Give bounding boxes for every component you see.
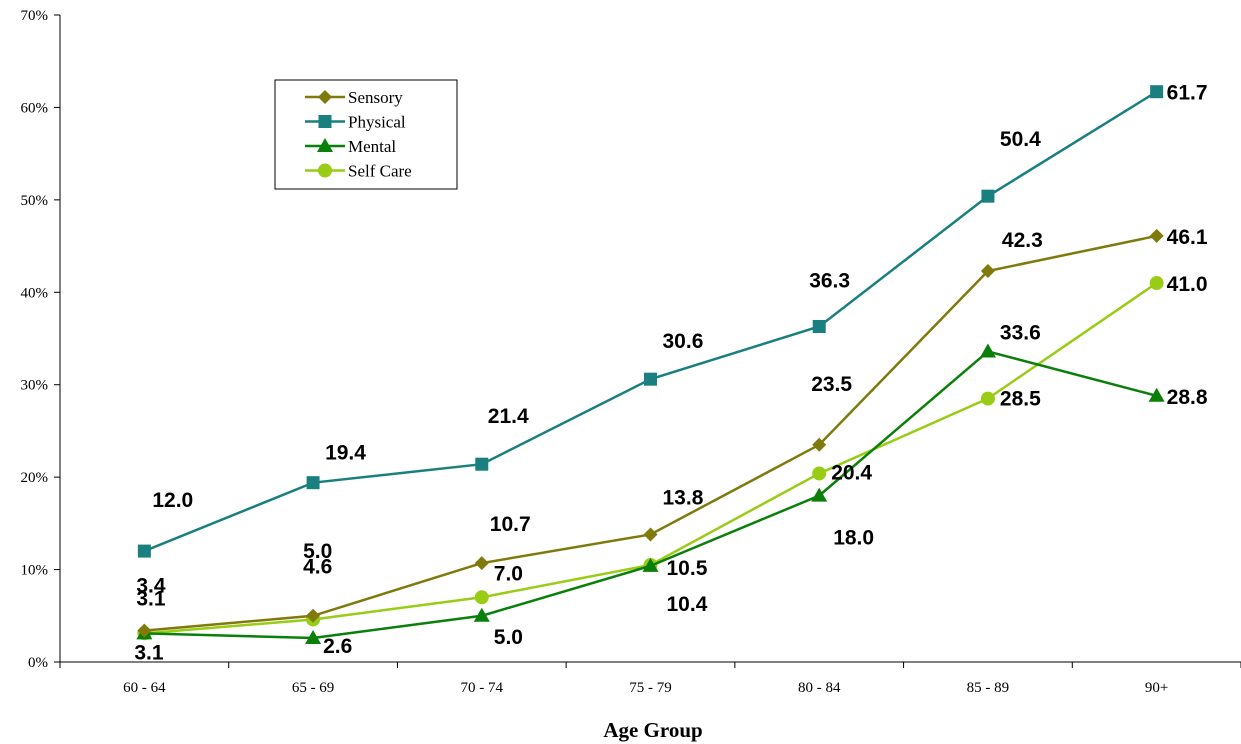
data-point-self-care (1149, 276, 1164, 291)
x-axis: 60 - 64 65 - 69 70 - 74 75 - 79 80 - 84 85 - … (59, 661, 1241, 696)
data-point-sensory (137, 623, 152, 638)
data-label-physical: 36.3 (809, 269, 850, 292)
legend-marker (318, 163, 332, 178)
legend-item-mental: Mental (305, 137, 396, 156)
data-point-mental (305, 629, 322, 644)
legend-item-self-care: Self Care (305, 162, 412, 181)
legend-label: Sensory (348, 88, 403, 107)
y-tick-label: 60% (21, 100, 49, 116)
data-point-physical (137, 544, 151, 558)
data-label-sensory: 13.8 (663, 486, 704, 509)
data-label-mental: 5.0 (494, 626, 523, 649)
y-tick-label: 20% (21, 470, 49, 486)
legend: Sensory Physical Mental Self Care (274, 79, 458, 190)
legend-label: Self Care (348, 162, 412, 181)
x-tick-label: 90+ (1145, 680, 1168, 696)
data-labels: 3.4 5.0 10.7 13.8 23.5 42.3 46.1 12.0 19.4 21.4 30… (134, 82, 1207, 665)
x-tick-label: 75 - 79 (629, 680, 672, 696)
y-tick-label: 10% (21, 563, 49, 579)
x-tick-label: 70 - 74 (461, 680, 504, 696)
y-tick-label: 40% (21, 285, 49, 301)
data-label-mental: 2.6 (323, 635, 352, 658)
data-label-mental: 10.4 (667, 593, 708, 616)
legend-marker (318, 115, 332, 128)
data-label-self-care: 4.6 (303, 555, 332, 578)
legend-marker (317, 138, 333, 152)
data-point-physical (475, 457, 489, 471)
legend-item-sensory: Sensory (305, 88, 403, 107)
data-point-sensory (1149, 228, 1164, 243)
x-tick-label: 60 - 64 (123, 680, 166, 696)
y-tick-label: 50% (21, 193, 49, 209)
data-point-mental (811, 487, 828, 502)
data-label-sensory: 46.1 (1167, 226, 1208, 249)
data-point-mental (1148, 387, 1165, 402)
data-point-mental (979, 343, 996, 358)
data-point-self-care (474, 590, 489, 605)
data-label-mental: 3.1 (134, 641, 164, 664)
x-tick-label: 80 - 84 (798, 680, 841, 696)
data-point-physical (981, 189, 995, 203)
data-label-physical: 19.4 (325, 442, 366, 465)
data-label-physical: 61.7 (1167, 82, 1208, 105)
data-point-physical (812, 319, 826, 333)
data-label-self-care: 28.5 (1000, 388, 1041, 411)
data-label-self-care: 41.0 (1167, 273, 1208, 296)
data-point-self-care (980, 391, 995, 406)
series-physical (137, 85, 1164, 558)
legend-marker (318, 90, 332, 104)
data-label-physical: 21.4 (488, 405, 529, 428)
data-label-physical: 12.0 (152, 489, 193, 512)
data-point-sensory (980, 264, 995, 279)
data-point-self-care (812, 466, 827, 481)
data-point-physical (1150, 85, 1164, 99)
data-label-self-care: 20.4 (831, 461, 872, 484)
x-axis-title: Age Group (603, 718, 702, 742)
data-point-physical (306, 476, 320, 490)
data-label-sensory: 42.3 (1002, 229, 1043, 252)
data-label-sensory: 5.0 (303, 540, 332, 563)
x-tick-label: 65 - 69 (292, 680, 335, 696)
data-label-mental: 28.8 (1167, 386, 1208, 409)
legend-item-physical: Physical (305, 113, 406, 132)
data-label-sensory: 3.4 (136, 575, 166, 598)
data-point-sensory (474, 556, 489, 571)
data-label-mental: 18.0 (833, 527, 874, 550)
data-label-sensory: 10.7 (490, 513, 531, 536)
data-label-physical: 30.6 (663, 330, 704, 353)
data-label-self-care: 7.0 (494, 562, 523, 585)
y-tick-label: 70% (21, 8, 49, 24)
y-tick-label: 30% (21, 378, 49, 394)
y-axis: 0% 10% 20% 30% 40% 50% 60% 70% (21, 8, 61, 671)
data-label-self-care: 10.5 (667, 557, 708, 580)
data-point-sensory (306, 608, 321, 623)
data-label-mental: 33.6 (1000, 321, 1041, 344)
data-point-physical (644, 372, 657, 386)
x-tick-label: 85 - 89 (967, 680, 1010, 696)
data-label-physical: 50.4 (1000, 128, 1041, 151)
data-point-mental (473, 607, 490, 622)
data-label-self-care: 3.1 (136, 587, 166, 610)
y-tick-label: 0% (28, 655, 48, 671)
series-layer (136, 85, 1165, 644)
legend-label: Physical (348, 113, 406, 132)
series-mental (136, 343, 1165, 644)
data-point-mental (642, 557, 659, 572)
legend-label: Mental (348, 137, 396, 156)
data-point-sensory (812, 437, 827, 452)
data-point-sensory (643, 527, 658, 542)
series-sensory (137, 228, 1164, 638)
data-label-sensory: 23.5 (811, 373, 852, 396)
